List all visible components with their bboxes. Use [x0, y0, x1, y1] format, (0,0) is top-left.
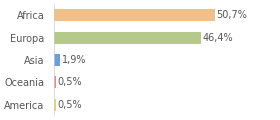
Text: 50,7%: 50,7%: [216, 10, 247, 20]
Text: 0,5%: 0,5%: [57, 77, 82, 87]
Bar: [54, 9, 215, 21]
Bar: [54, 32, 201, 44]
Text: 46,4%: 46,4%: [203, 33, 233, 43]
Bar: [54, 54, 60, 66]
Bar: [54, 76, 56, 88]
Bar: [54, 99, 56, 111]
Text: 0,5%: 0,5%: [57, 100, 82, 110]
Text: 1,9%: 1,9%: [62, 55, 86, 65]
